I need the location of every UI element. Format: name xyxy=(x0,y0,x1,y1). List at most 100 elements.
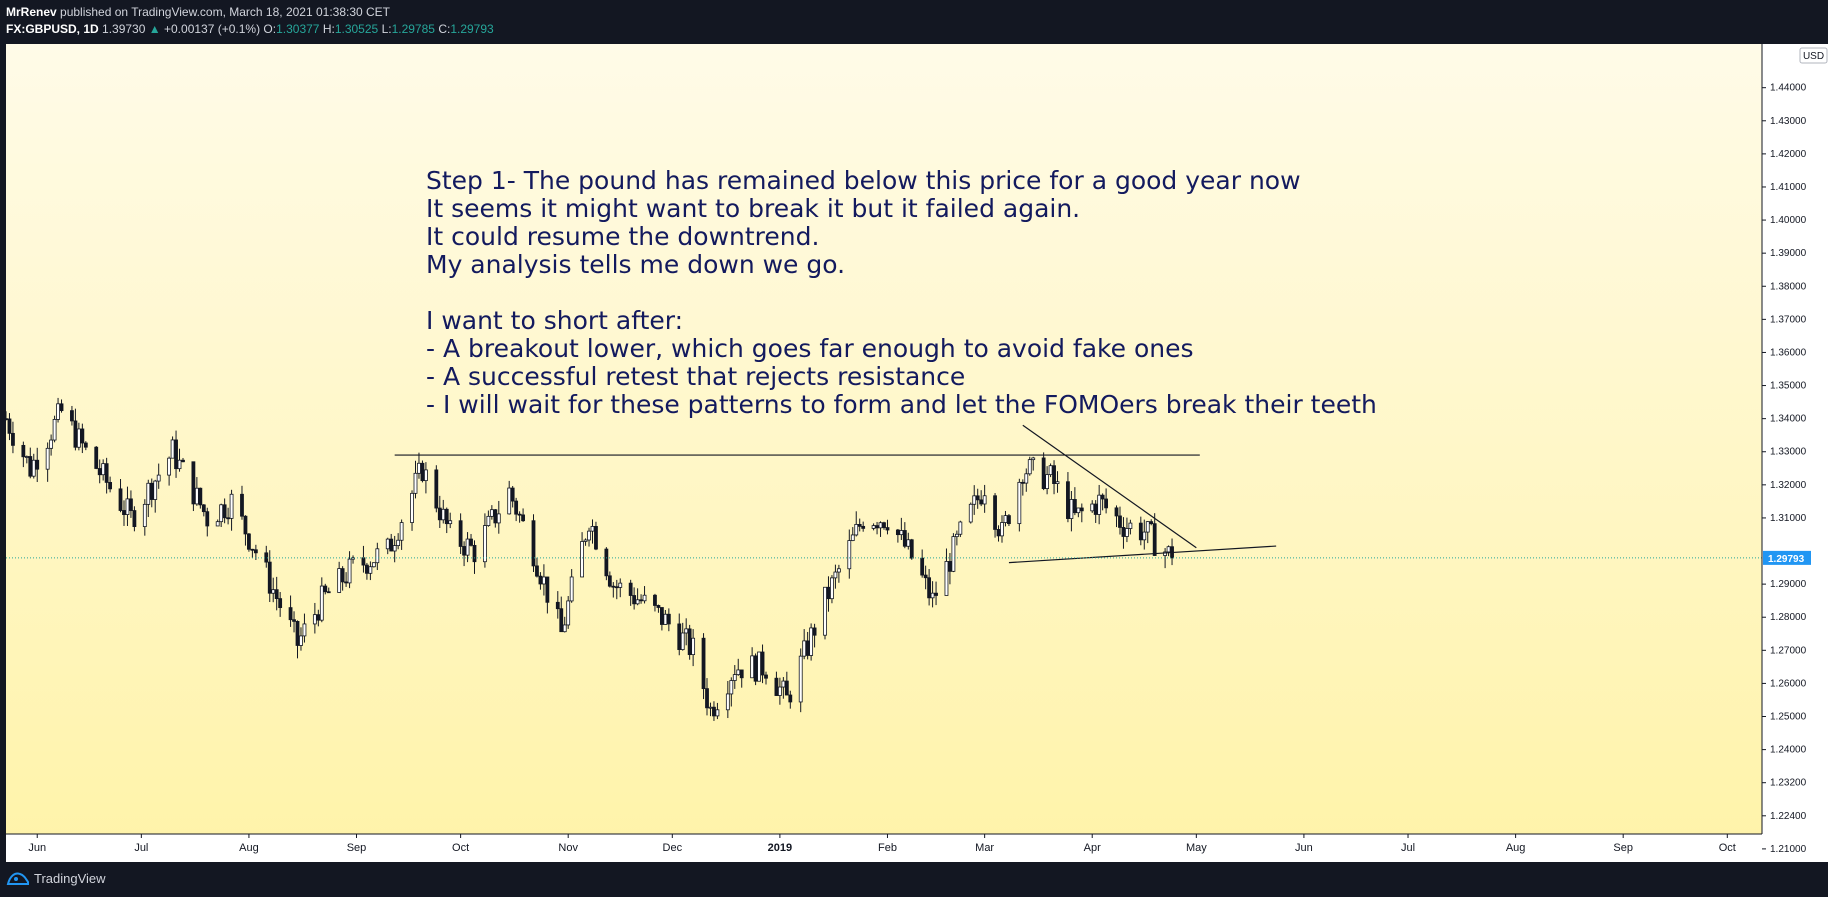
price-change: +0.00137 (+0.1%) xyxy=(164,22,261,36)
price-tick-label: 1.33000 xyxy=(1770,447,1807,458)
candle-down xyxy=(653,594,657,606)
candle-up xyxy=(569,576,574,602)
price-tick-label: 1.34000 xyxy=(1770,414,1807,425)
tradingview-logo[interactable]: TradingView xyxy=(6,870,106,886)
candle-down xyxy=(73,420,78,448)
price-tick-label: 1.40000 xyxy=(1770,215,1807,226)
open-value: 1.30377 xyxy=(276,22,320,36)
price-tick-label: 1.24000 xyxy=(1770,745,1807,756)
candle-down xyxy=(1138,522,1143,541)
time-axis[interactable]: Jun Jul Aug Sep Oct Nov Dec 2019 Feb Mar Apr May Jun… xyxy=(28,834,1736,854)
trend-lines-group xyxy=(394,424,1277,564)
annotation-line: - A successful retest that rejects resis… xyxy=(426,362,965,391)
candlestick-chart[interactable]: 1.21000 1.22400 1.23200 1.24000 1.25000 1.260… xyxy=(0,44,1828,862)
candle-up xyxy=(951,536,956,572)
candle-down xyxy=(35,459,40,470)
low-value: 1.29785 xyxy=(391,22,435,36)
candle-up xyxy=(153,480,158,500)
candle-down xyxy=(920,557,925,576)
candle-up xyxy=(465,538,470,556)
candle-up xyxy=(587,530,591,541)
candle-down xyxy=(614,586,619,589)
candle-down xyxy=(788,694,793,703)
candle-up xyxy=(371,562,376,568)
price-tick-label: 1.26000 xyxy=(1770,678,1807,689)
candle-down xyxy=(274,589,279,600)
candle-up xyxy=(663,613,668,625)
candle-down xyxy=(129,498,133,511)
candle-down xyxy=(253,549,258,554)
candle-up xyxy=(441,508,446,521)
candle-down xyxy=(80,428,85,444)
candle-down xyxy=(434,469,439,509)
time-tick-label: Dec xyxy=(663,842,683,854)
chart-area[interactable]: 1.21000 1.22400 1.23200 1.24000 1.25000 1.260… xyxy=(0,44,1828,862)
tradingview-logo-icon xyxy=(6,872,29,885)
candle-up xyxy=(850,534,855,541)
candle-down xyxy=(753,655,758,682)
candle-up xyxy=(684,628,689,634)
candle-up xyxy=(56,403,60,420)
candle-up xyxy=(736,669,741,676)
candle-up xyxy=(777,686,782,696)
candle-down xyxy=(472,544,477,563)
candle-down xyxy=(340,568,345,583)
candle-up xyxy=(750,655,755,679)
up-arrow-icon: ▲ xyxy=(148,22,161,36)
candle-down xyxy=(1007,515,1011,525)
candle-up xyxy=(312,614,317,625)
candle-down xyxy=(666,613,671,625)
candle-down xyxy=(250,548,255,551)
candle-down xyxy=(132,510,137,527)
triangle-upper-trendline[interactable] xyxy=(1022,424,1197,549)
candle-down xyxy=(521,514,525,522)
candle-down xyxy=(774,677,779,696)
candle-up xyxy=(167,457,172,476)
high-value: 1.30525 xyxy=(334,22,379,36)
candle-up xyxy=(1166,546,1171,553)
candle-down xyxy=(21,444,26,458)
candle-down xyxy=(923,574,928,579)
candle-up xyxy=(1097,494,1102,515)
candle-down xyxy=(7,418,12,434)
triangle-lower-trendline[interactable] xyxy=(1008,545,1277,564)
candle-up xyxy=(337,568,342,593)
candle-down xyxy=(462,546,466,556)
candle-down xyxy=(437,507,442,521)
candle-up xyxy=(833,571,838,579)
candle-up xyxy=(542,576,546,585)
candle-up xyxy=(368,566,373,574)
candle-down xyxy=(1072,499,1077,514)
candle-down xyxy=(122,510,126,515)
price-tick-label: 1.25000 xyxy=(1770,712,1807,723)
candle-up xyxy=(142,503,147,527)
time-tick-label: Jul xyxy=(134,842,148,854)
candle-down xyxy=(149,482,154,500)
candle-down xyxy=(764,674,768,679)
price-axis[interactable]: 1.21000 1.22400 1.23200 1.24000 1.25000 1.260… xyxy=(1762,83,1807,855)
candle-down xyxy=(909,539,914,559)
candle-up xyxy=(146,482,151,505)
candle-up xyxy=(125,498,130,515)
price-tick-label: 1.28000 xyxy=(1770,612,1807,623)
candle-down xyxy=(365,564,369,574)
candle-up xyxy=(156,474,161,482)
time-tick-label: Jul xyxy=(1401,842,1415,854)
analysis-text-annotation[interactable]: Step 1- The pound has remained below thi… xyxy=(426,166,1377,419)
candle-down xyxy=(11,432,15,446)
candle-down xyxy=(607,575,612,587)
candle-down xyxy=(632,595,637,605)
annotation-line: - A breakout lower, which goes far enoug… xyxy=(426,334,1194,363)
open-label: O: xyxy=(263,22,277,36)
candle-up xyxy=(486,515,491,526)
candle-up xyxy=(31,459,36,477)
annotation-line: I want to short after: xyxy=(426,306,683,335)
candle-down xyxy=(875,525,879,529)
candle-up xyxy=(635,599,640,605)
author-name[interactable]: MrRenev xyxy=(6,5,57,19)
time-tick-label: Aug xyxy=(1506,842,1526,854)
candle-down xyxy=(1118,515,1122,528)
candle-down xyxy=(198,487,203,506)
price-tick-label: 1.22400 xyxy=(1770,811,1807,822)
candle-up xyxy=(583,539,588,542)
